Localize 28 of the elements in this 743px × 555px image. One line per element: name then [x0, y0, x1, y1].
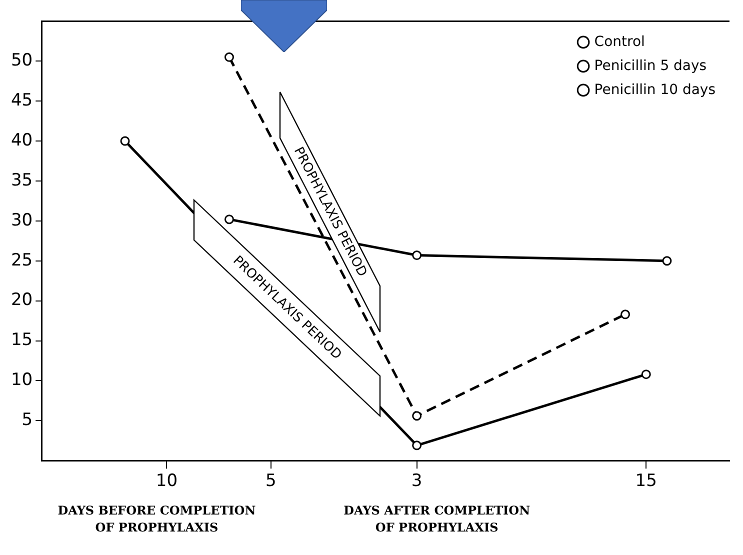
point [412, 440, 422, 450]
point [120, 136, 130, 146]
text: DAYS BEFORE COMPLETION OF PROPHYLAXIS [58, 504, 256, 535]
point [224, 214, 234, 224]
point [641, 370, 651, 380]
point [412, 411, 422, 421]
x-tick-label: 5 [266, 471, 276, 492]
legend-label: Penicillin 5 days [594, 58, 707, 74]
x-tick-label: 15 [635, 471, 657, 492]
y-tick-label: 20 [10, 290, 33, 310]
legend-label: Control [594, 34, 645, 50]
y-tick-label: 5 [22, 410, 33, 430]
x-tick-label: 10 [156, 471, 178, 492]
y-tick-label: 40 [10, 130, 33, 150]
y-tick-label: 35 [10, 170, 33, 190]
text: DAYS AFTER COMPLETION OF PROPHYLAXIS [344, 504, 530, 535]
y-tick-label: 45 [10, 90, 33, 111]
point [412, 250, 422, 260]
y-tick-label: 50 [10, 50, 33, 71]
point [620, 310, 630, 320]
y-tick-label: 15 [10, 330, 33, 350]
y-tick-label: 30 [10, 210, 33, 230]
x-tick-label: 3 [411, 471, 422, 492]
y-tick-label: 25 [10, 250, 33, 270]
legend-label: Penicillin 10 days [594, 82, 716, 98]
y-tick-label: 10 [10, 370, 33, 390]
point [662, 256, 672, 266]
point [224, 52, 234, 62]
